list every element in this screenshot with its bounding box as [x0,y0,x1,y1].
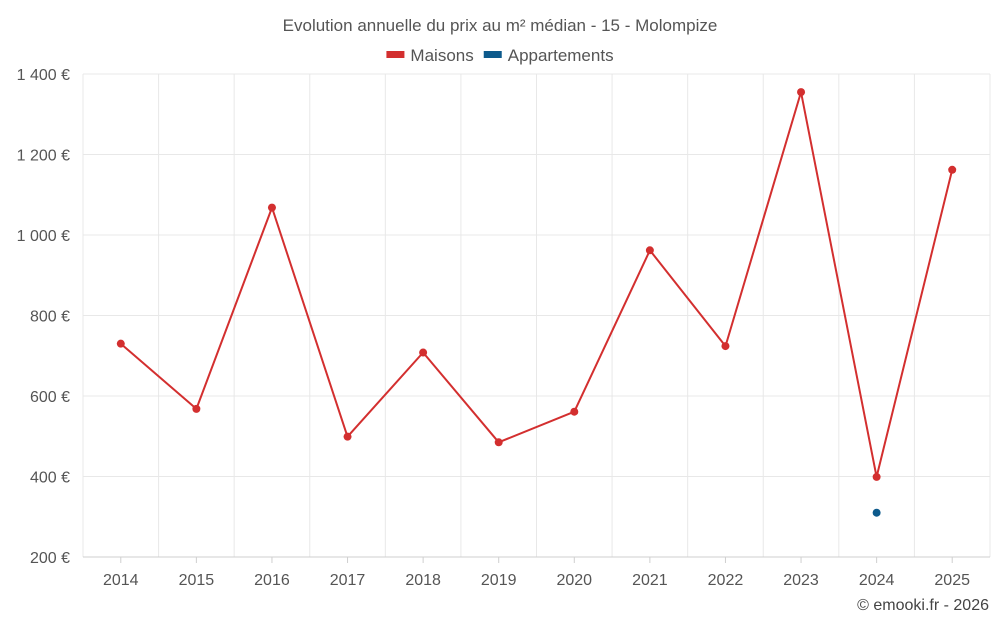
y-tick-label: 600 € [30,389,70,406]
y-axis: 200 € 400 € 600 € 800 € 1 000 € 1 200 € 1 400 … [17,67,70,567]
data-point-maisons-2023 [797,88,806,97]
data-point-maisons-2019 [494,438,503,447]
data-point-appartements-2024 [872,508,881,517]
data-point-maisons-2017 [343,432,352,441]
legend-swatch-maisons [386,51,405,58]
x-tick-label: 2017 [330,572,366,589]
x-tick-label: 2015 [179,572,215,589]
y-tick-label: 400 € [30,470,70,487]
y-tick-label: 200 € [30,550,70,567]
x-tick-label: 2014 [103,572,139,589]
series-line-maisons [120,91,954,478]
data-point-maisons-2024 [872,472,881,481]
y-tick-label: 1 200 € [17,148,70,165]
x-axis: 2014 2015 2016 2017 2018 2019 2020 2021 2022 2023… [83,556,990,589]
x-tick-label: 2016 [254,572,290,589]
x-tick-label: 2023 [783,572,819,589]
x-tick-label: 2020 [556,572,592,589]
legend: Maisons Appartements [386,46,614,65]
legend-label-appartements: Appartements [508,46,614,65]
y-tick-label: 800 € [30,309,70,326]
x-tick-label: 2018 [405,572,441,589]
series-maisons [116,88,957,481]
y-tick-label: 1 400 € [17,67,70,84]
x-tick-label: 2021 [632,572,668,589]
legend-swatch-appartements [483,51,502,58]
series-layer [116,88,957,517]
credit-text: © emooki.fr - 2026 [857,597,989,614]
data-point-maisons-2015 [192,404,201,413]
x-tick-label: 2024 [859,572,895,589]
grid [82,73,991,557]
data-point-maisons-2021 [645,246,654,255]
data-point-maisons-2025 [948,165,957,174]
x-tick-label: 2019 [481,572,517,589]
x-tick-label: 2022 [708,572,744,589]
data-point-maisons-2014 [116,339,125,348]
data-point-maisons-2016 [267,203,276,212]
x-tick-label: 2025 [934,572,970,589]
chart-title: Evolution annuelle du prix au m² médian … [283,16,718,35]
series-appartements [872,508,881,517]
data-point-maisons-2018 [419,348,428,357]
data-point-maisons-2020 [570,407,579,416]
data-point-maisons-2022 [721,342,730,351]
y-tick-label: 1 000 € [17,228,70,245]
legend-label-maisons: Maisons [410,46,473,65]
